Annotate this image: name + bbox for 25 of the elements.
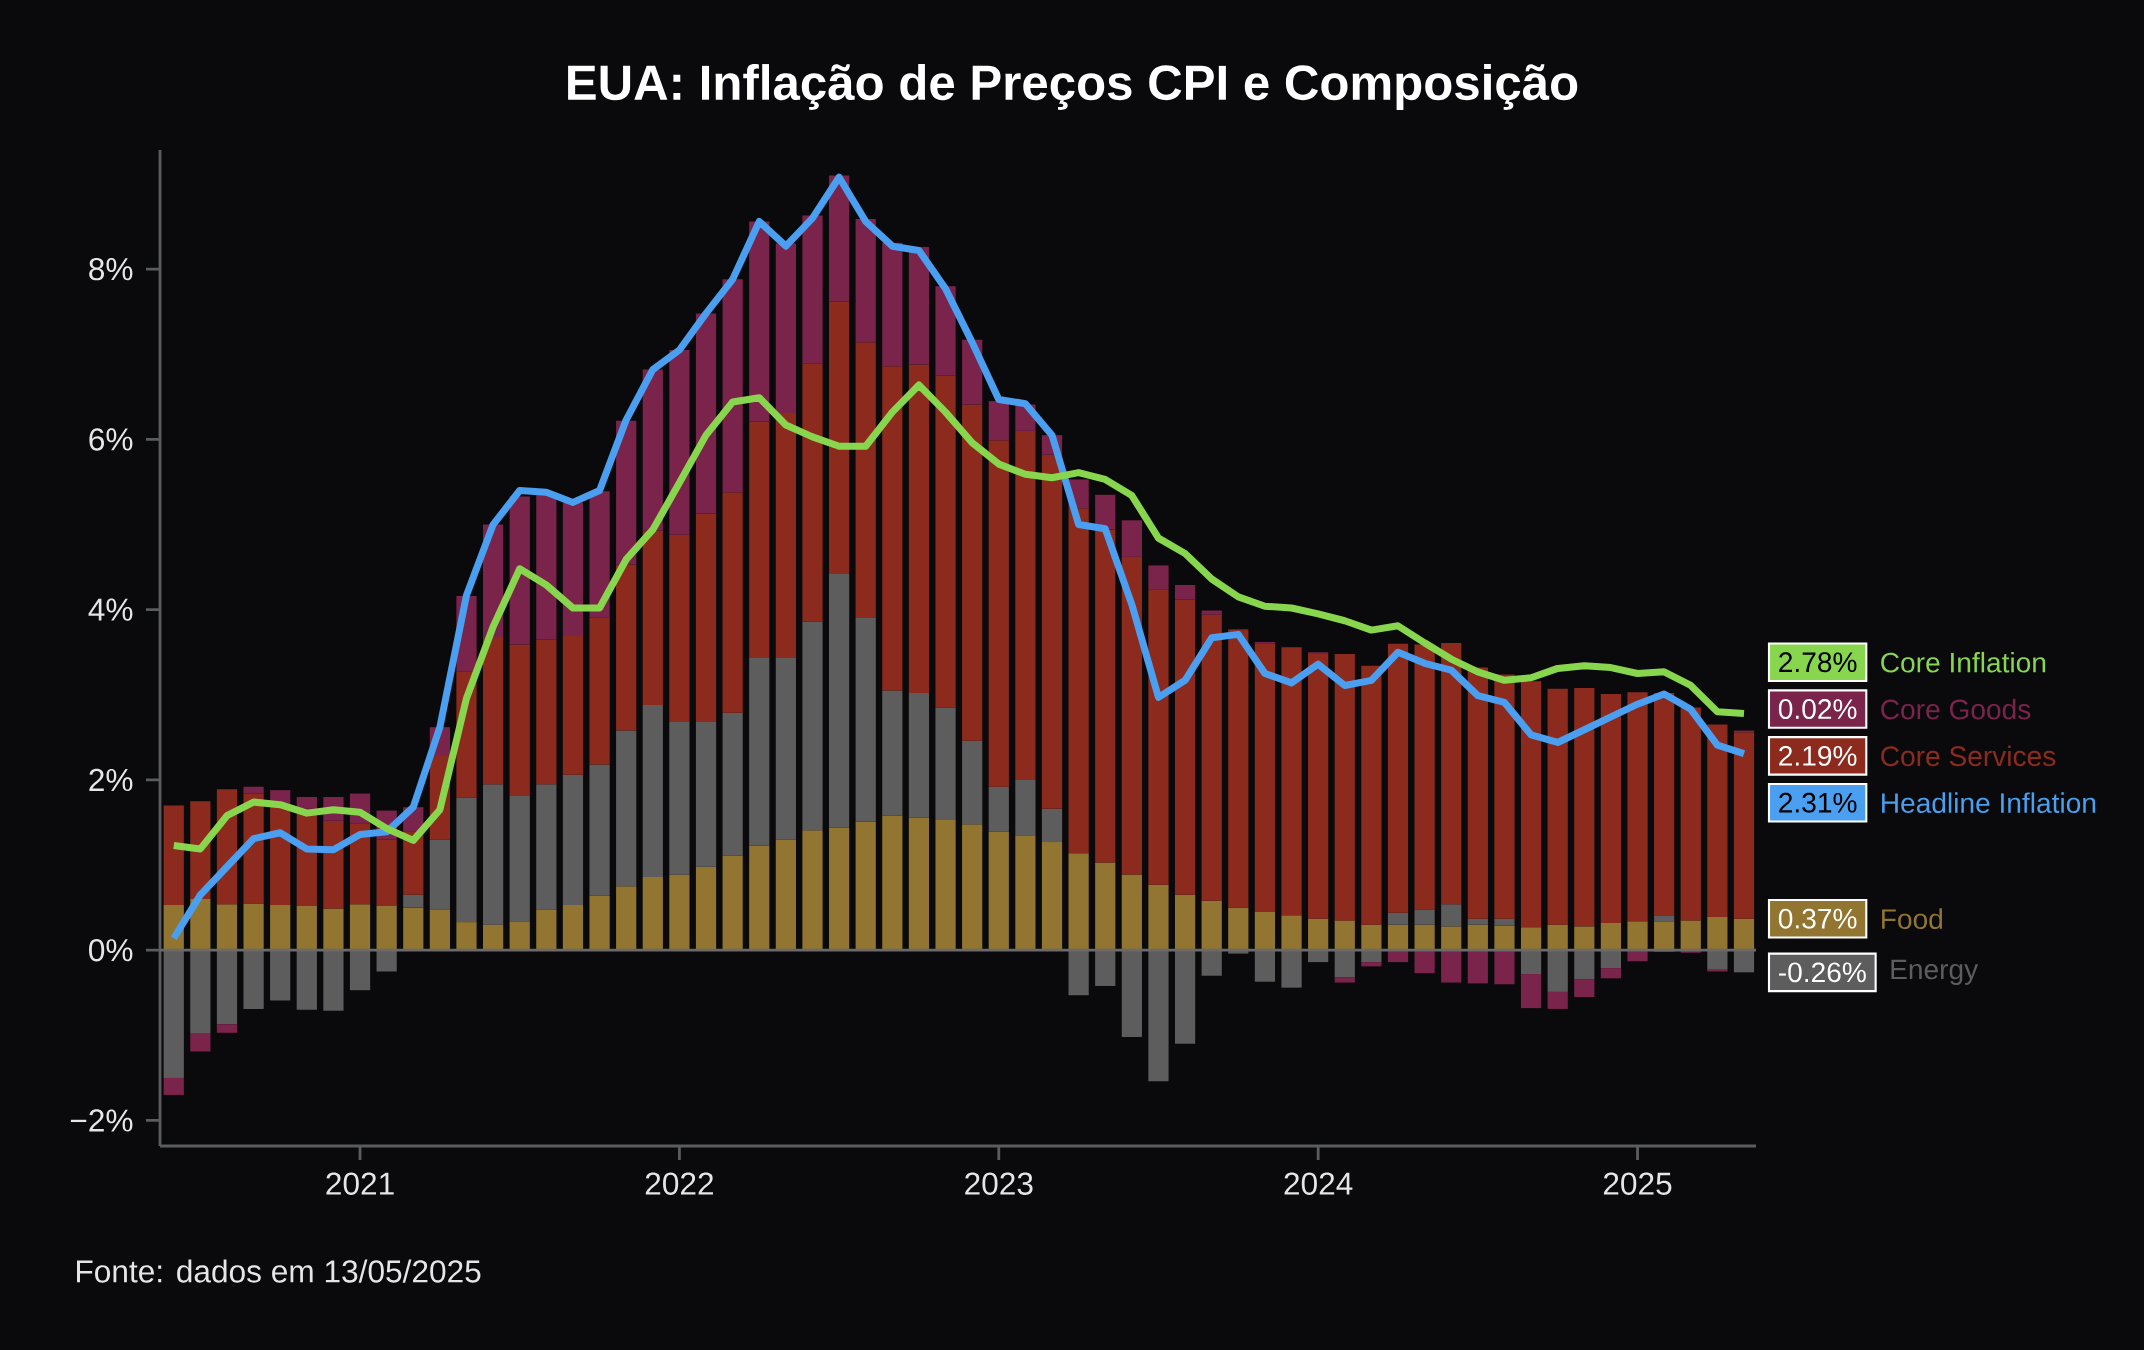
x-tick-label: 2021 <box>326 1172 394 1195</box>
annotation: 0.02% <box>1778 699 1857 720</box>
annotation: -0.26% <box>1779 962 1866 983</box>
x-tick-label: 2022 <box>645 1172 713 1195</box>
y-tick-label: −2% <box>70 1109 133 1132</box>
annotation: 2.31% <box>1779 792 1857 813</box>
source-note: Fonte: dados em 13/05/2025 <box>77 1259 481 1283</box>
annotation: 2.78% <box>1779 652 1857 673</box>
annotation: 2.19% <box>1779 745 1857 766</box>
annotation: 0.37% <box>1778 908 1857 929</box>
y-tick-label: 6% <box>89 428 133 451</box>
legend-label: Energy <box>1891 959 1979 985</box>
y-tick-label: 4% <box>88 598 133 621</box>
y-tick-label: 0% <box>89 938 133 962</box>
legend-label: Core Services <box>1881 745 2056 767</box>
legend-label: Food <box>1882 908 1943 930</box>
chart-title: EUA: Inflação de Preços CPI e Composição <box>568 64 1578 110</box>
legend-label: Headline Inflation <box>1882 792 2096 814</box>
y-tick-label: 2% <box>89 768 133 792</box>
legend-label: Core Inflation <box>1881 651 2046 673</box>
x-tick-label: 2023 <box>965 1172 1033 1195</box>
y-tick-label: 8% <box>89 257 133 281</box>
legend-label: Core Goods <box>1881 698 2031 720</box>
x-tick-label: 2024 <box>1284 1172 1353 1195</box>
x-tick-label: 2025 <box>1603 1172 1672 1195</box>
